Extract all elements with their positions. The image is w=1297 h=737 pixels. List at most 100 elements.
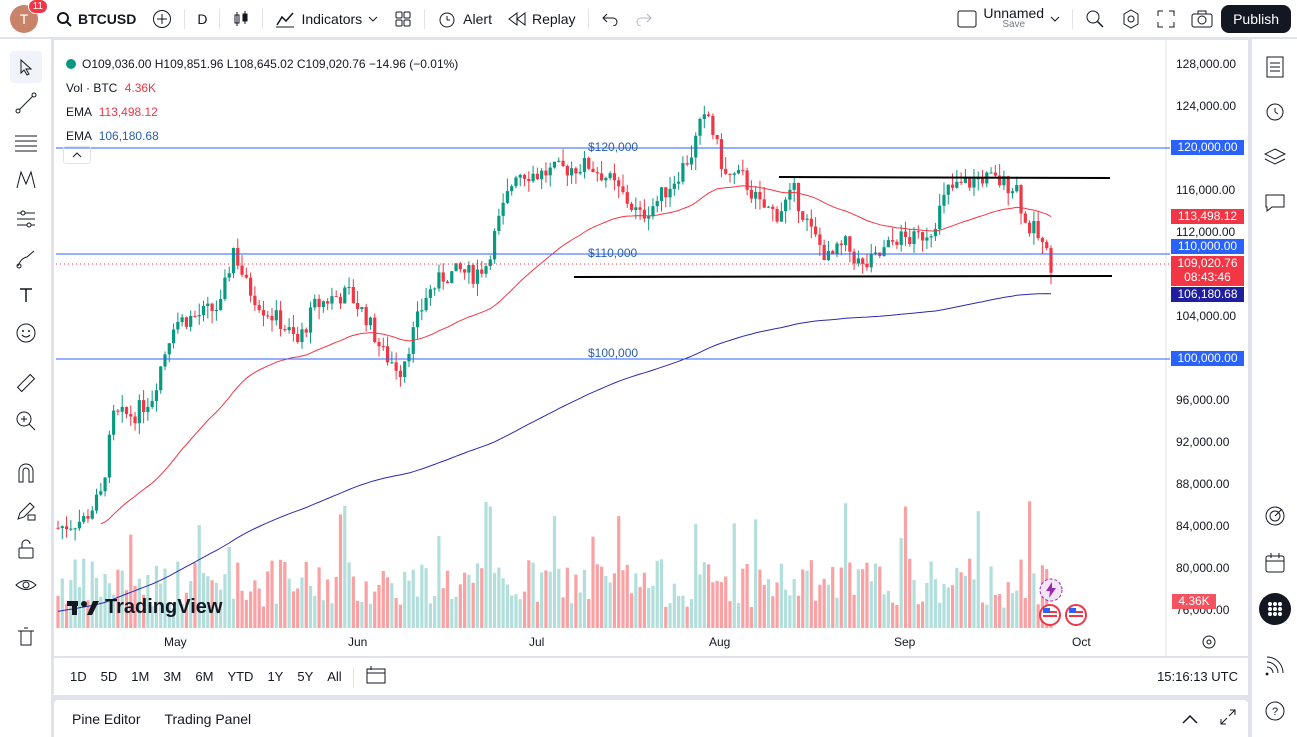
candle-body	[749, 189, 753, 199]
interval-button[interactable]: D	[189, 0, 215, 38]
range-all[interactable]: All	[327, 669, 342, 684]
layout-menu[interactable]: Unnamed Save	[949, 0, 1068, 38]
candle-body	[343, 287, 347, 304]
candle-body	[296, 333, 300, 343]
trend-line-tool[interactable]	[10, 87, 42, 119]
chart-pane[interactable]: $120,000 $110,000 $100,000 TradingView	[54, 40, 1248, 656]
compare-button[interactable]	[144, 0, 180, 38]
level-110k-annotation: $110,000	[588, 246, 637, 260]
candle-body	[60, 526, 64, 528]
text-icon	[20, 288, 32, 302]
volume-bar	[163, 568, 167, 628]
tab-trading-panel[interactable]: Trading Panel	[164, 710, 252, 727]
templates-button[interactable]	[386, 0, 420, 38]
range-1d[interactable]: 1D	[70, 669, 87, 684]
settings-button[interactable]	[1113, 0, 1149, 38]
zoom-in-icon	[16, 411, 36, 431]
range-5d[interactable]: 5D	[100, 669, 118, 684]
candle-body	[492, 230, 497, 260]
volume-bar	[916, 604, 920, 628]
zoom-tool[interactable]	[10, 405, 42, 437]
volume-bar	[929, 561, 933, 628]
watchlist-button[interactable]	[1259, 51, 1291, 83]
volume-bar	[385, 577, 390, 628]
prediction-tool[interactable]	[10, 203, 42, 235]
snapshot-button[interactable]	[1183, 0, 1221, 38]
object-tree-button[interactable]	[1259, 141, 1291, 173]
volume-bar	[270, 560, 274, 628]
candle-body	[394, 362, 398, 371]
calendar-button[interactable]	[1259, 547, 1291, 579]
ema-fast-line	[100, 185, 1052, 525]
pattern-tool[interactable]	[10, 163, 42, 195]
volume-bar	[706, 564, 711, 628]
cursor-tool[interactable]	[10, 51, 42, 83]
candle-body	[313, 298, 317, 308]
publish-button[interactable]: Publish	[1221, 4, 1291, 33]
candle-body	[300, 329, 304, 343]
lock-drawings-tool[interactable]	[10, 533, 42, 565]
stay-drawing-tool[interactable]	[10, 495, 42, 527]
redo-button[interactable]	[627, 0, 661, 38]
volume-bar	[240, 590, 244, 628]
go-to-date-button[interactable]	[358, 666, 394, 687]
ema-slow-row[interactable]: EMA 106,180.68	[66, 124, 458, 148]
lightning-icon[interactable]	[1038, 577, 1064, 603]
forecast-icon	[17, 210, 35, 228]
volume-bar	[899, 537, 903, 628]
quick-search-button[interactable]	[1077, 0, 1113, 38]
candle-body	[214, 310, 218, 312]
apps-button[interactable]	[1259, 593, 1291, 625]
brush-tool[interactable]	[10, 243, 42, 275]
replay-button[interactable]: Replay	[500, 0, 584, 38]
ideas-button[interactable]	[1259, 500, 1291, 532]
chats-button[interactable]	[1259, 187, 1291, 219]
range-6m[interactable]: 6M	[195, 669, 214, 684]
candle-body	[56, 527, 60, 529]
symbol-search[interactable]: BTCUSD	[48, 0, 144, 38]
economic-events-icons[interactable]	[1038, 603, 1088, 627]
undo-button[interactable]	[593, 0, 627, 38]
maximize-panel-button[interactable]	[1208, 709, 1248, 728]
volume-bar	[287, 578, 291, 628]
text-tool[interactable]	[10, 279, 42, 311]
indicators-button[interactable]: Indicators	[267, 0, 386, 38]
fib-tool[interactable]	[10, 127, 42, 159]
measure-tool[interactable]	[10, 367, 42, 399]
candle-body	[377, 341, 381, 347]
candle-body	[458, 263, 462, 270]
ema-fast-row[interactable]: EMA 113,498.12	[66, 100, 458, 124]
candle-body	[865, 263, 869, 268]
chart-type-button[interactable]	[224, 0, 258, 38]
volume-row[interactable]: Vol · BTC 4.36K	[66, 76, 458, 100]
fullscreen-button[interactable]	[1149, 0, 1183, 38]
volume-bar	[1015, 590, 1019, 628]
range-3m[interactable]: 3M	[163, 669, 182, 684]
candle-body	[715, 135, 719, 140]
user-avatar[interactable]: T 11	[10, 0, 48, 33]
candle-body	[390, 362, 394, 364]
volume-bar	[903, 506, 908, 628]
range-5y[interactable]: 5Y	[297, 669, 314, 684]
alerts-panel-button[interactable]	[1259, 95, 1291, 127]
range-1m[interactable]: 1M	[131, 669, 150, 684]
axis-settings-button[interactable]	[1201, 634, 1217, 655]
range-ytd[interactable]: YTD	[227, 669, 254, 684]
clock[interactable]: 15:16:13 UTC	[1157, 669, 1238, 684]
emoji-tool[interactable]	[10, 317, 42, 349]
collapse-panel-button[interactable]	[1172, 711, 1208, 727]
hide-drawings-tool[interactable]	[10, 569, 42, 601]
watermark: TradingView	[67, 596, 222, 619]
candle-body	[159, 366, 163, 391]
remove-drawings-tool[interactable]	[10, 621, 42, 653]
range-1y[interactable]: 1Y	[267, 669, 284, 684]
help-button[interactable]: ?	[1259, 695, 1291, 727]
price-chart[interactable]: $120,000 $110,000 $100,000	[54, 40, 1248, 656]
tab-pine-editor[interactable]: Pine Editor	[72, 710, 141, 727]
signal-button[interactable]	[1259, 649, 1291, 681]
candle-body	[146, 406, 150, 413]
alert-button[interactable]: Alert	[429, 0, 500, 38]
collapse-legend-button[interactable]	[63, 146, 91, 164]
candle-body	[608, 173, 612, 179]
magnet-tool[interactable]	[10, 457, 42, 489]
